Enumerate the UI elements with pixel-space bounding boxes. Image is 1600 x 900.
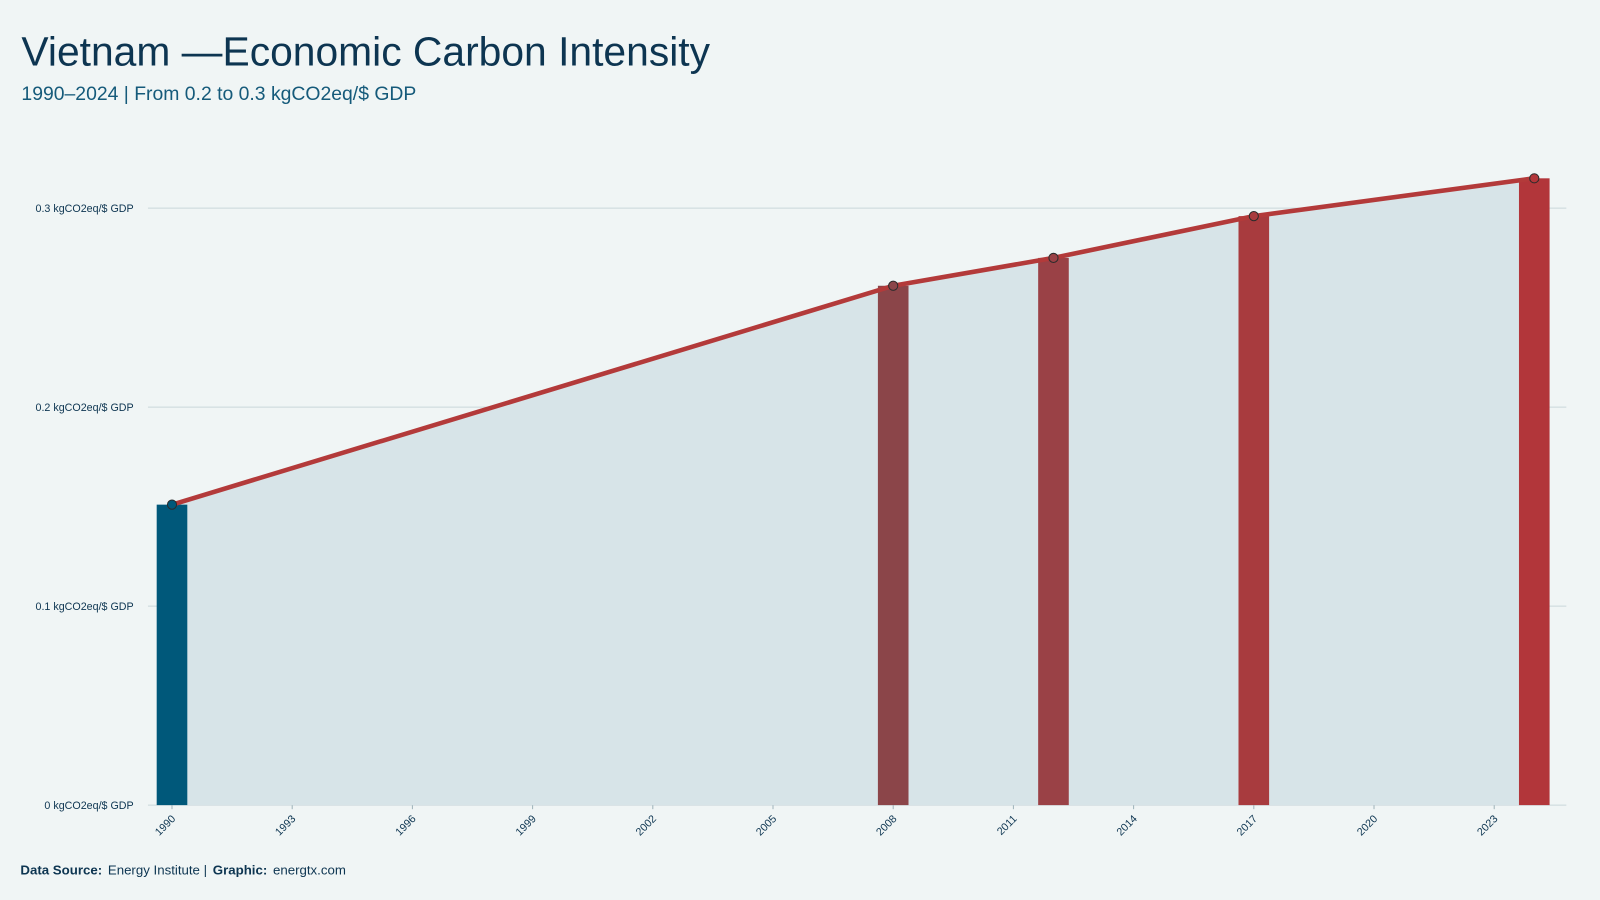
footer-source: Energy Institute | bbox=[108, 862, 207, 877]
footer-graphic: energtx.com bbox=[273, 862, 346, 877]
bar bbox=[1238, 216, 1270, 806]
y-tick-label: 0.1 kgCO2eq/$ GDP bbox=[36, 601, 134, 613]
bar bbox=[1518, 178, 1550, 806]
point bbox=[166, 499, 178, 510]
footer: Data Source: Energy Institute | Graphic:… bbox=[20, 862, 346, 877]
area bbox=[171, 178, 1535, 806]
footer-source-label: Data Source: bbox=[20, 862, 102, 877]
point bbox=[888, 280, 899, 291]
y-tick-label: 0.2 kgCO2eq/$ GDP bbox=[36, 402, 134, 414]
bar bbox=[1038, 257, 1069, 806]
chart-subtitle: 1990–2024 | From 0.2 to 0.3 kgCO2eq/$ GD… bbox=[21, 83, 416, 105]
point bbox=[1529, 173, 1540, 184]
chart-title: Vietnam —Economic Carbon Intensity bbox=[21, 28, 710, 74]
bar bbox=[156, 504, 188, 806]
bar bbox=[877, 285, 909, 806]
y-tick-label: 0.3 kgCO2eq/$ GDP bbox=[36, 203, 134, 215]
point bbox=[1248, 211, 1259, 222]
footer-graphic-label: Graphic: bbox=[213, 862, 267, 877]
point bbox=[1048, 252, 1059, 264]
y-tick-label: 0 kgCO2eq/$ GDP bbox=[44, 800, 133, 812]
